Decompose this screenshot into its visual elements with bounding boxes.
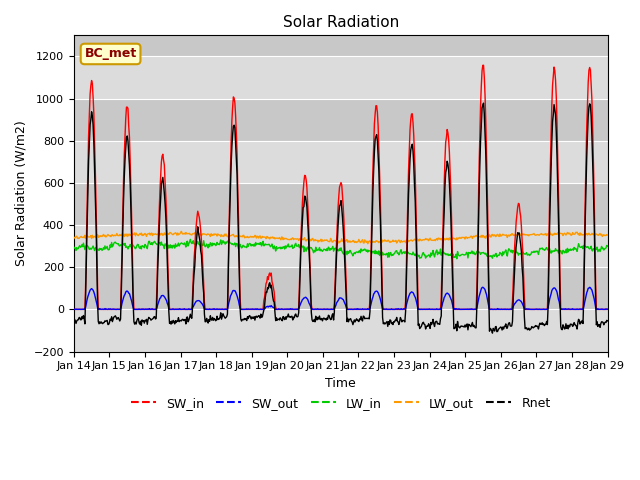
Bar bbox=[74, 183, 607, 225]
Bar bbox=[74, 98, 607, 141]
X-axis label: Time: Time bbox=[325, 377, 356, 390]
Title: Solar Radiation: Solar Radiation bbox=[282, 15, 399, 30]
Legend: SW_in, SW_out, LW_in, LW_out, Rnet: SW_in, SW_out, LW_in, LW_out, Rnet bbox=[125, 392, 556, 415]
Bar bbox=[74, 36, 607, 57]
Y-axis label: Solar Radiation (W/m2): Solar Radiation (W/m2) bbox=[15, 120, 28, 266]
Bar bbox=[74, 57, 607, 98]
Bar bbox=[74, 225, 607, 267]
Text: BC_met: BC_met bbox=[84, 48, 137, 60]
Bar bbox=[74, 310, 607, 351]
Bar bbox=[74, 141, 607, 183]
Bar bbox=[74, 267, 607, 310]
